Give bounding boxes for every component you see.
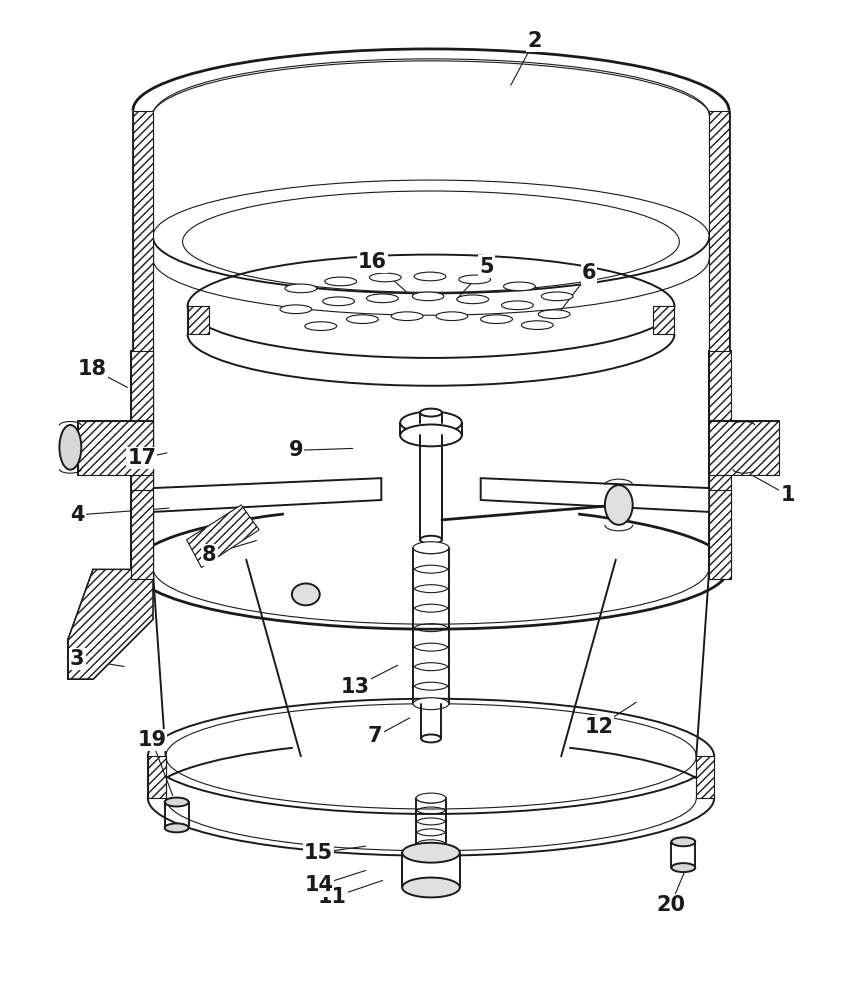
Ellipse shape [413,272,445,281]
Ellipse shape [456,295,488,304]
Text: 2: 2 [526,31,541,51]
Text: 18: 18 [77,359,107,379]
Ellipse shape [416,793,445,803]
Ellipse shape [436,312,468,321]
Text: 16: 16 [357,252,387,272]
Polygon shape [68,570,152,679]
Polygon shape [709,490,730,579]
Polygon shape [188,306,209,334]
Ellipse shape [402,878,459,897]
Polygon shape [480,478,709,512]
Text: 11: 11 [318,887,347,907]
Ellipse shape [537,310,569,319]
Ellipse shape [400,424,461,446]
Text: 17: 17 [127,448,156,468]
Ellipse shape [391,312,423,321]
Polygon shape [696,756,713,798]
Text: 8: 8 [202,545,216,565]
Text: 14: 14 [304,875,333,895]
Text: 5: 5 [479,257,493,277]
Polygon shape [133,111,152,568]
Polygon shape [148,756,165,798]
Polygon shape [709,421,777,475]
Ellipse shape [280,305,312,314]
Polygon shape [68,570,152,679]
Polygon shape [186,505,259,568]
Ellipse shape [292,583,319,605]
Polygon shape [709,111,728,568]
Ellipse shape [400,412,461,433]
Ellipse shape [346,315,378,324]
Ellipse shape [604,485,632,525]
Ellipse shape [541,292,573,301]
Text: 12: 12 [584,717,613,737]
Polygon shape [152,478,381,512]
Ellipse shape [402,843,459,863]
Ellipse shape [366,294,398,303]
Ellipse shape [322,297,354,306]
Ellipse shape [732,425,754,470]
Text: 13: 13 [341,677,369,697]
Text: 7: 7 [368,726,382,746]
Polygon shape [709,421,777,475]
Polygon shape [78,421,152,475]
Polygon shape [78,421,152,475]
Ellipse shape [164,798,189,807]
Ellipse shape [503,282,535,291]
Text: 3: 3 [70,649,84,669]
Ellipse shape [164,823,189,832]
Ellipse shape [412,292,443,301]
Ellipse shape [419,409,442,417]
Ellipse shape [412,542,449,554]
Text: 20: 20 [655,895,684,915]
Text: 1: 1 [779,485,794,505]
Ellipse shape [480,315,512,324]
Ellipse shape [671,837,695,846]
Ellipse shape [285,284,316,293]
Text: 15: 15 [304,843,333,863]
Ellipse shape [369,273,400,282]
Text: 19: 19 [137,730,166,750]
Polygon shape [131,490,152,579]
Ellipse shape [458,275,490,284]
Ellipse shape [412,698,449,710]
Bar [131,351,152,579]
Ellipse shape [59,425,81,470]
Text: 4: 4 [70,505,84,525]
Ellipse shape [305,322,337,330]
Polygon shape [652,306,673,334]
Ellipse shape [521,321,553,329]
Text: 9: 9 [288,440,303,460]
Ellipse shape [420,734,441,742]
Ellipse shape [325,277,356,286]
Text: 6: 6 [581,263,596,283]
Ellipse shape [501,301,533,310]
Ellipse shape [419,536,442,544]
Ellipse shape [671,863,695,872]
Bar [709,351,730,579]
